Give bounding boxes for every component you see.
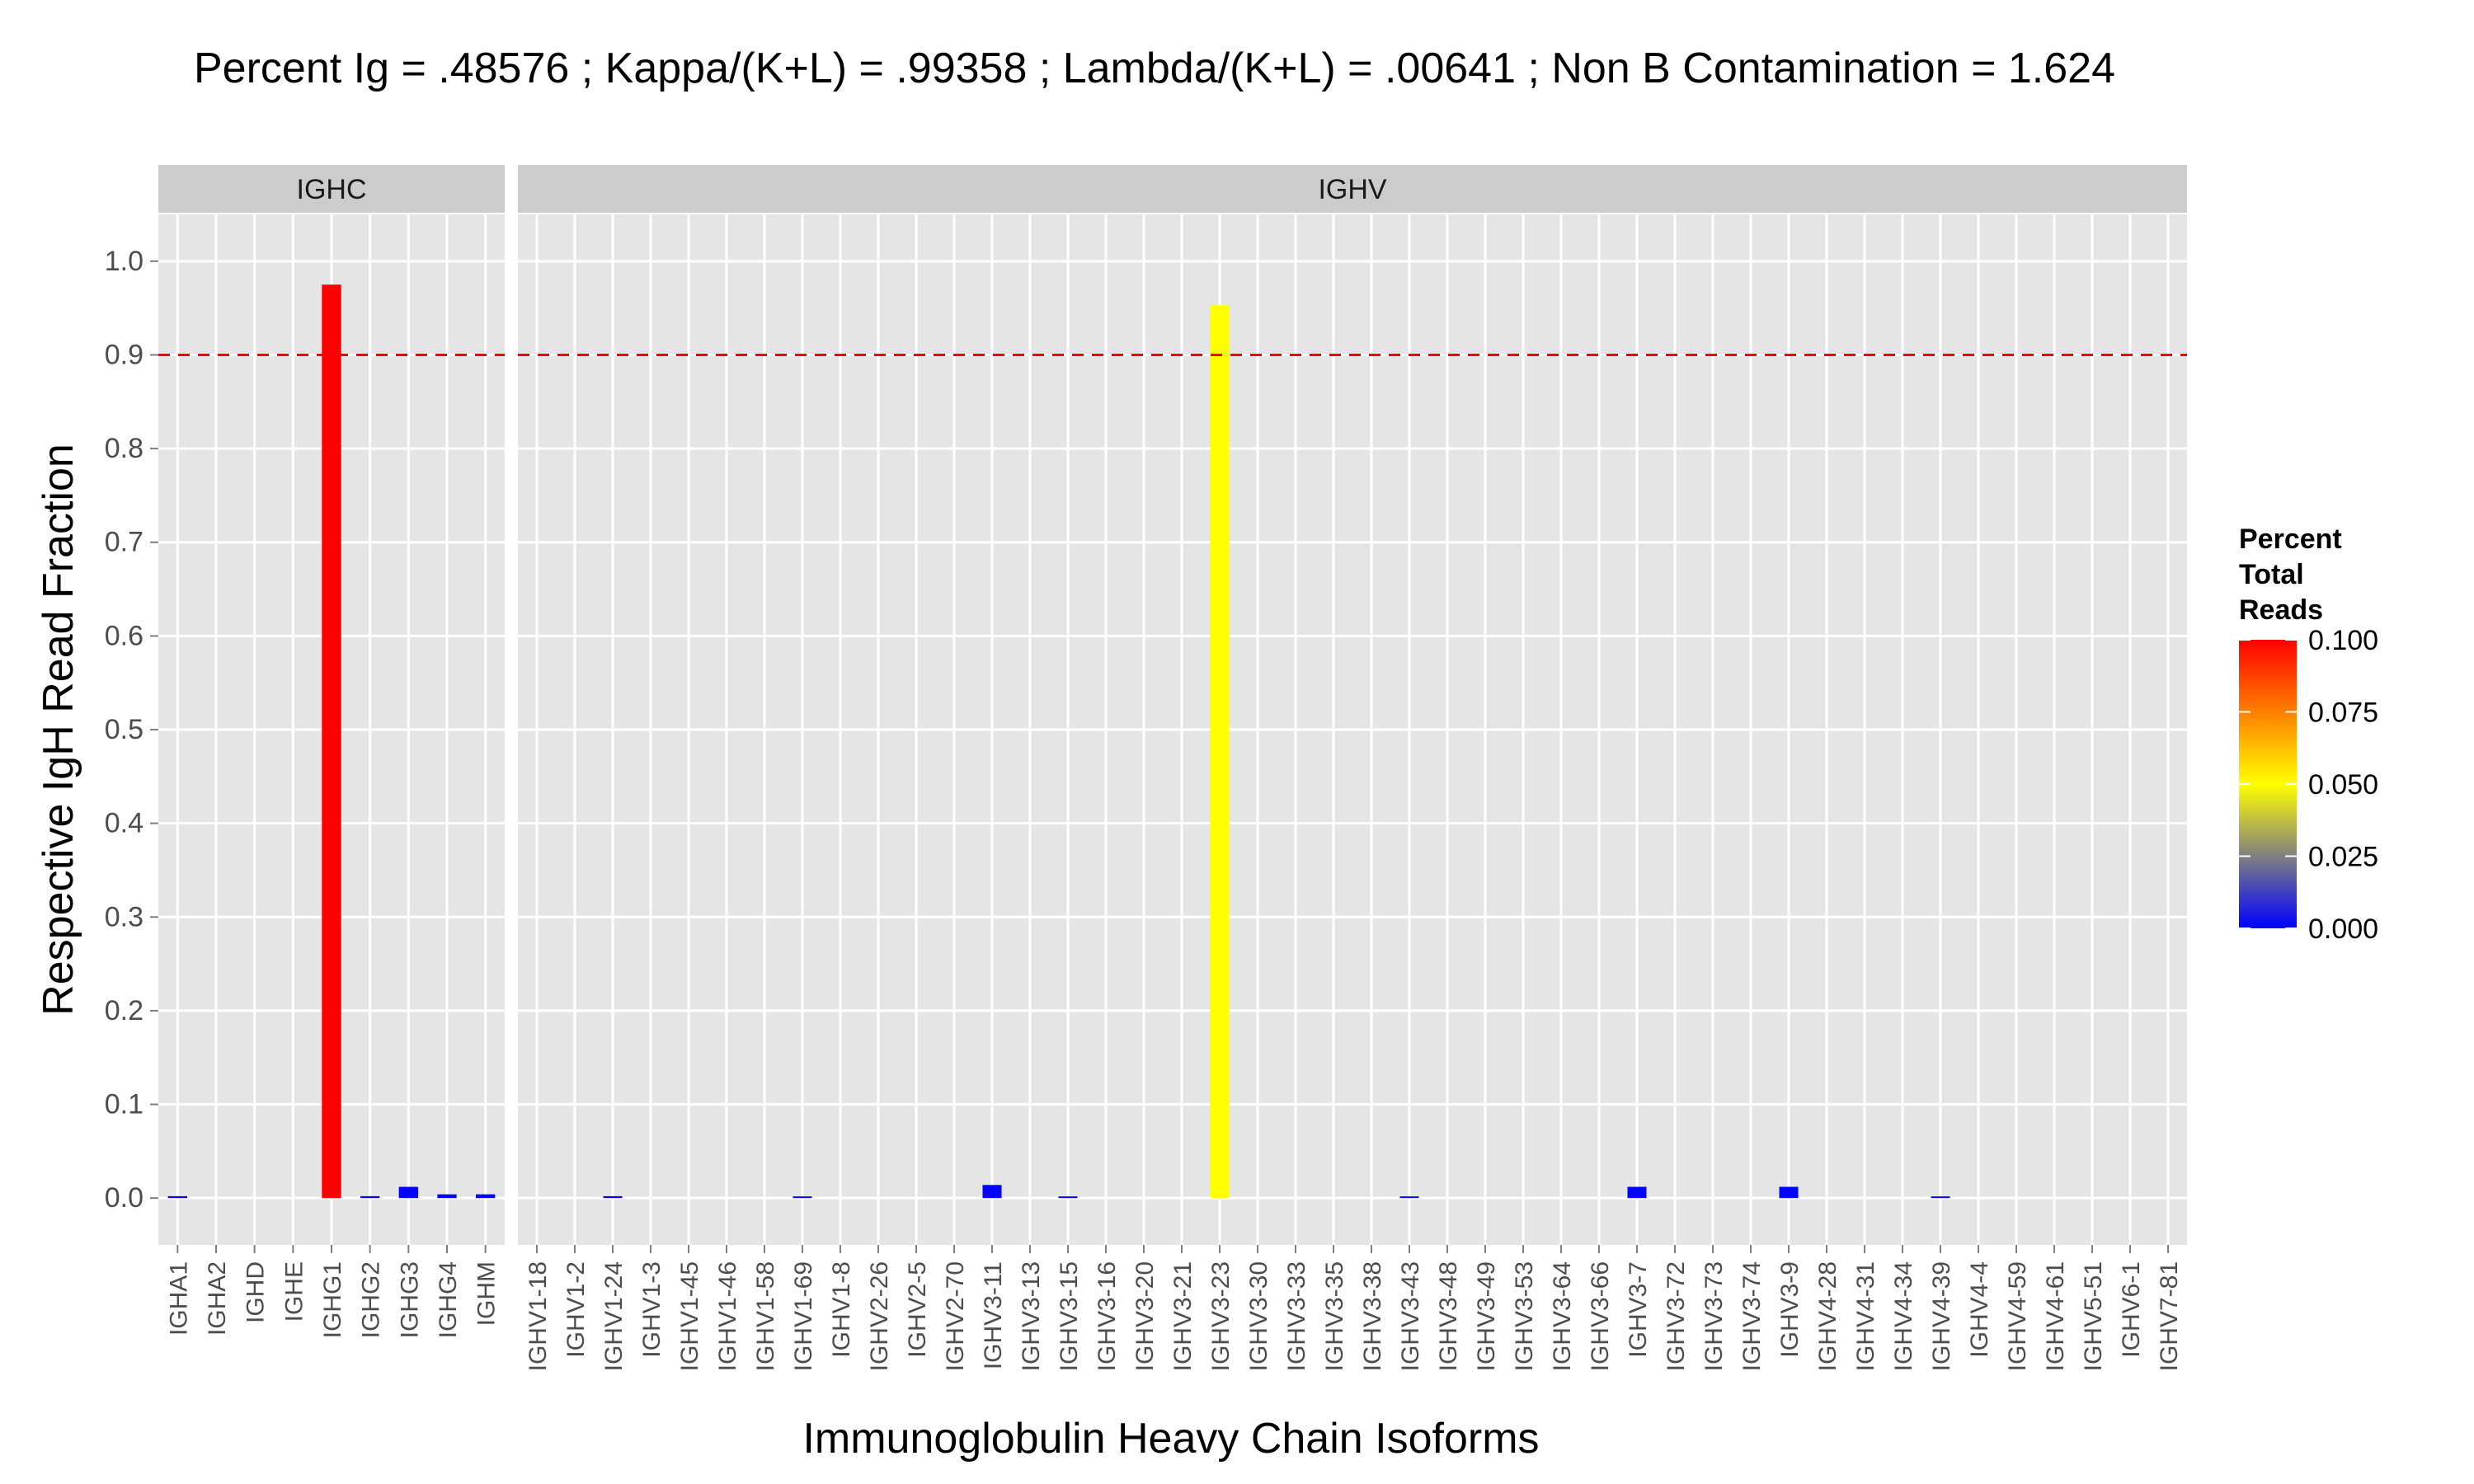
legend-tick-label: 0.025 (2308, 842, 2378, 873)
x-tick-label: IGHV3-72 (1663, 1261, 1690, 1371)
facet-strip-ighc (158, 165, 505, 213)
color-legend: Percent Total Reads 0.100 0.075 0.050 0.025… (2239, 524, 2378, 945)
y-tick-label: 0.4 (105, 808, 143, 839)
y-tick-label: 0.9 (105, 339, 143, 370)
legend-title-line-3: Reads (2239, 594, 2323, 626)
x-tick-label: IGHV5-51 (2080, 1261, 2107, 1371)
facet-label-ighc: IGHC (297, 174, 367, 205)
x-tick-label: IGHV3-21 (1169, 1261, 1197, 1371)
x-tick-label: IGHV3-13 (1018, 1261, 1045, 1371)
x-tick-label: IGHD (242, 1261, 270, 1323)
x-tick-label: IGHV4-28 (1814, 1261, 1841, 1371)
chart-title: Percent Ig = .48576 ; Kappa/(K+L) = .993… (194, 45, 2115, 92)
legend-tick-label: 0.000 (2308, 913, 2378, 945)
x-tick-label: IGHV3-15 (1056, 1261, 1083, 1371)
legend-title-line-2: Total (2239, 559, 2304, 590)
bar-ighv1-24 (603, 1195, 623, 1199)
x-tick-label: IGHM (473, 1261, 501, 1326)
x-tick-label: IGHE (280, 1261, 308, 1322)
x-tick-label: IGHV3-53 (1511, 1261, 1538, 1371)
x-tick-label: IGHV3-20 (1131, 1261, 1159, 1371)
legend-tick-label: 0.100 (2308, 625, 2378, 656)
bar-ighv3-7 (1627, 1186, 1647, 1199)
bar-ighv1-69 (793, 1196, 812, 1199)
x-tick-label: IGHV4-61 (2042, 1261, 2069, 1371)
x-tick-label: IGHV2-5 (904, 1261, 931, 1358)
bar-ighg3 (398, 1186, 418, 1199)
x-tick-label: IGHV1-69 (790, 1261, 817, 1371)
legend-tick-label: 0.075 (2308, 697, 2378, 729)
x-tick-label: IGHV4-31 (1852, 1261, 1879, 1371)
x-tick-label: IGHV1-3 (638, 1261, 666, 1358)
x-tick-label: IGHV3-74 (1738, 1261, 1766, 1371)
y-tick-label: 0.2 (105, 995, 143, 1026)
y-tick-label: 1.0 (105, 246, 143, 277)
x-tick-label: IGHG4 (435, 1261, 462, 1338)
legend-ticks: 0.100 0.075 0.050 0.025 0.000 (2239, 625, 2378, 945)
x-tick-label: IGHV3-43 (1397, 1261, 1424, 1371)
x-tick-label: IGHV1-45 (676, 1261, 703, 1371)
facet-label-ighv: IGHV (1318, 174, 1386, 205)
x-tick-label: IGHV3-7 (1625, 1261, 1652, 1358)
x-tick-label: IGHV4-39 (1928, 1261, 1955, 1371)
x-tick-label: IGHV3-38 (1359, 1261, 1386, 1371)
y-tick-label: 0.3 (105, 901, 143, 932)
x-tick-label: IGHG2 (358, 1261, 385, 1338)
x-tick-label: IGHV7-81 (2156, 1261, 2183, 1371)
x-tick-label: IGHA2 (204, 1261, 231, 1336)
x-tick-label: IGHG1 (319, 1261, 346, 1338)
bar-ighv3-43 (1399, 1196, 1419, 1199)
x-tick-label: IGHV4-59 (2004, 1261, 2031, 1371)
x-tick-label: IGHV3-16 (1094, 1261, 1121, 1371)
x-tick-label: IGHV4-4 (1966, 1261, 1993, 1358)
y-axis-label: Respective IgH Read Fraction (35, 444, 82, 1016)
x-tick-label: IGHV1-58 (752, 1261, 779, 1371)
x-tick-label: IGHV1-46 (714, 1261, 741, 1371)
x-tick-label: IGHV3-64 (1549, 1261, 1576, 1371)
x-tick-label: IGHV3-49 (1473, 1261, 1500, 1371)
bar-ighg2 (360, 1195, 380, 1199)
bar-ighg4 (437, 1194, 457, 1199)
x-tick-label: IGHV3-73 (1700, 1261, 1728, 1371)
y-tick-label: 0.0 (105, 1182, 143, 1214)
bar-ighv3-9 (1779, 1186, 1799, 1199)
x-tick-label: IGHV3-48 (1435, 1261, 1462, 1371)
x-tick-label: IGHV3-35 (1321, 1261, 1348, 1371)
legend-title-line-1: Percent (2239, 524, 2342, 555)
x-tick-label: IGHV2-26 (866, 1261, 893, 1371)
x-tick-label: IGHV1-8 (828, 1261, 855, 1358)
y-tick-label: 0.6 (105, 620, 143, 651)
x-tick-label: IGHV3-11 (980, 1261, 1007, 1369)
bar-ighm (476, 1194, 496, 1199)
x-tick-label: IGHV3-30 (1245, 1261, 1272, 1371)
bar-ighv3-15 (1058, 1196, 1078, 1199)
bar-igha1 (167, 1195, 187, 1199)
x-tick-label: IGHG3 (396, 1261, 423, 1338)
x-tick-label: IGHV1-24 (600, 1261, 628, 1371)
y-tick-label: 0.1 (105, 1089, 143, 1120)
x-tick-label: IGHV4-34 (1890, 1261, 1917, 1371)
x-tick-label: IGHV3-9 (1776, 1261, 1804, 1358)
legend-tick-label: 0.050 (2308, 769, 2378, 801)
panels-layer: IGHC IGHA1 IGHA2 IGHD IGHE IGHG1 IGHG2 IGHG3 IGH… (105, 165, 2187, 1371)
x-tick-label: IGHV1-2 (562, 1261, 590, 1358)
bar-ighv4-39 (1931, 1196, 1950, 1199)
x-tick-label: IGHV3-33 (1283, 1261, 1310, 1371)
x-tick-label: IGHV6-1 (2118, 1261, 2145, 1358)
y-tick-label: 0.5 (105, 714, 143, 745)
x-tick-label: IGHV1-18 (524, 1261, 552, 1371)
x-tick-label: IGHV3-23 (1207, 1261, 1235, 1371)
x-tick-label: IGHV3-66 (1587, 1261, 1614, 1371)
y-tick-label: 0.7 (105, 527, 143, 558)
bar-ighg1 (322, 284, 341, 1199)
x-axis-label: Immunoglobulin Heavy Chain Isoforms (802, 1415, 1539, 1463)
x-tick-label: IGHA1 (165, 1261, 192, 1336)
x-tick-label: IGHV2-70 (942, 1261, 969, 1371)
bar-ighv3-11 (982, 1185, 1002, 1199)
facet-strip-ighv (518, 165, 2187, 213)
bar-ighv3-23 (1210, 305, 1230, 1199)
y-tick-label: 0.8 (105, 433, 143, 464)
